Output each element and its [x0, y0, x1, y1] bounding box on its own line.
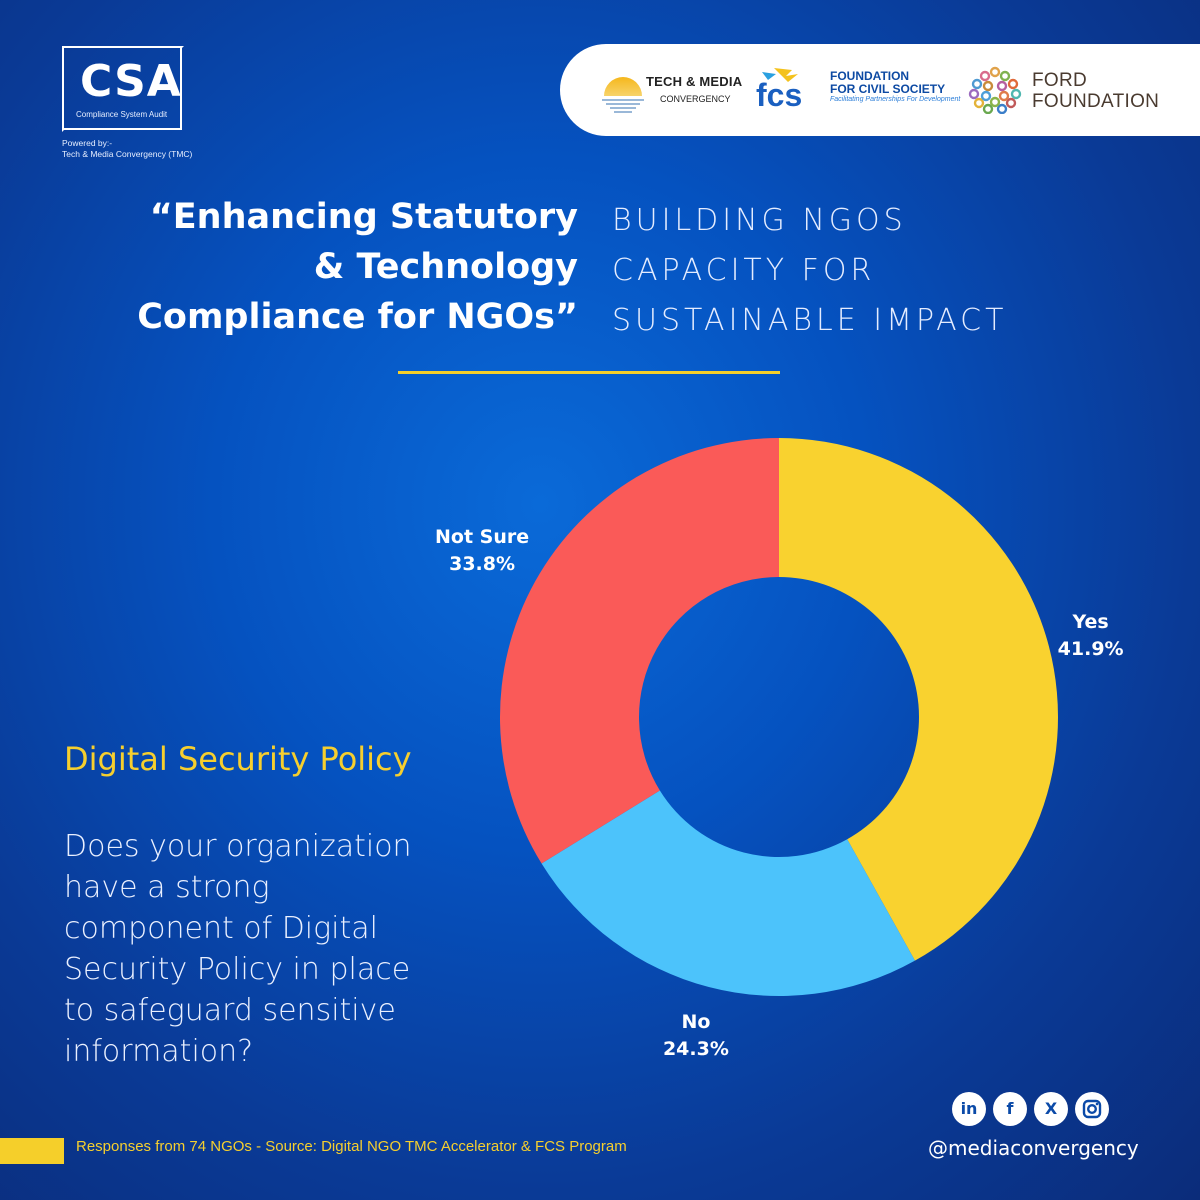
social-handle[interactable]: @mediaconvergency [928, 1136, 1139, 1160]
csa-logo-letters: CSA [80, 56, 182, 107]
csa-logo-frame-corner [62, 46, 182, 130]
donut-label-category: No [681, 1011, 711, 1034]
subheadline-line1: BUILDING NGOS [612, 203, 907, 238]
ford-foundation-name: FORD FOUNDATION [1032, 70, 1159, 112]
tmc-sun-icon [602, 77, 644, 113]
ford-name-line2: FOUNDATION [1032, 91, 1160, 112]
fcs-logo-text: fcs [756, 77, 802, 110]
divider-rule [398, 371, 780, 374]
donut-label-not-sure: Not Sure 33.8% [422, 524, 542, 578]
partner-logos-banner [560, 44, 1200, 136]
survey-question-line2: have a strong [64, 870, 270, 905]
powered-by-label: Powered by:- [62, 138, 113, 148]
csa-logo: CSA Compliance System Audit [62, 46, 184, 132]
fcs-name-line1: FOUNDATION [830, 69, 910, 83]
fcs-tagline: Facilitating Partnerships For Developmen… [830, 96, 961, 103]
footer-source: Responses from 74 NGOs - Source: Digital… [76, 1138, 627, 1155]
powered-by-name: Tech & Media Convergency (TMC) [62, 149, 193, 159]
ford-foundation-logo-icon [968, 66, 1022, 114]
subheadline: BUILDING NGOS CAPACITY FOR SUSTAINABLE I… [612, 196, 1007, 346]
donut-slice-no [541, 790, 915, 996]
donut-label-value: 33.8% [449, 553, 516, 576]
social-icons: in f X [952, 1092, 1112, 1128]
donut-label-no: No 24.3% [636, 1009, 756, 1063]
donut-label-category: Yes [1072, 610, 1109, 633]
subheadline-line2: CAPACITY FOR [612, 253, 876, 288]
footer-accent-bar [0, 1138, 64, 1164]
headline: “Enhancing Statutory & Technology Compli… [38, 192, 578, 342]
csa-logo-frame [62, 46, 184, 132]
donut-slice-not-sure [499, 438, 779, 864]
donut-label-category: Not Sure [435, 526, 530, 549]
donut-label-yes: Yes 41.9% [1031, 609, 1151, 663]
facebook-icon[interactable]: f [993, 1092, 1027, 1126]
fcs-logo-icon: fcs [756, 68, 802, 110]
subheadline-line3: SUSTAINABLE IMPACT [612, 303, 1008, 338]
survey-question-line5: to safeguard sensitive [64, 993, 396, 1028]
donut-slice-yes [779, 438, 1058, 961]
headline-line1: “Enhancing Statutory [149, 197, 578, 237]
donut-label-value: 41.9% [1057, 637, 1124, 660]
powered-by: Powered by:- Tech & Media Convergency (T… [62, 138, 192, 160]
tmc-name-line1: TECH & MEDIA [646, 74, 743, 89]
survey-question-line1: Does your organization [64, 829, 412, 864]
instagram-glyph [1082, 1099, 1102, 1119]
topic-title: Digital Security Policy [64, 740, 412, 778]
survey-question-line4: Security Policy in place [64, 952, 411, 987]
fcs-name-line2: FOR CIVIL SOCIETY [830, 82, 946, 96]
instagram-icon[interactable] [1075, 1092, 1109, 1126]
headline-line3: Compliance for NGOs” [137, 297, 578, 337]
survey-question: Does your organization have a strong com… [64, 826, 464, 1072]
ford-name-line1: FORD [1032, 70, 1088, 91]
donut-label-value: 24.3% [662, 1038, 729, 1061]
headline-line2: & Technology [313, 247, 578, 287]
x-icon[interactable]: X [1034, 1092, 1068, 1126]
survey-question-line3: component of Digital [64, 911, 378, 946]
linkedin-icon[interactable]: in [952, 1092, 986, 1126]
tmc-name-line2: CONVERGENCY [660, 94, 731, 104]
fcs-name: FOUNDATION FOR CIVIL SOCIETY [830, 70, 945, 96]
csa-logo-subtitle: Compliance System Audit [76, 110, 168, 119]
survey-question-line6: information? [64, 1034, 254, 1069]
tmc-logo: TECH & MEDIA CONVERGENCY [600, 66, 742, 116]
